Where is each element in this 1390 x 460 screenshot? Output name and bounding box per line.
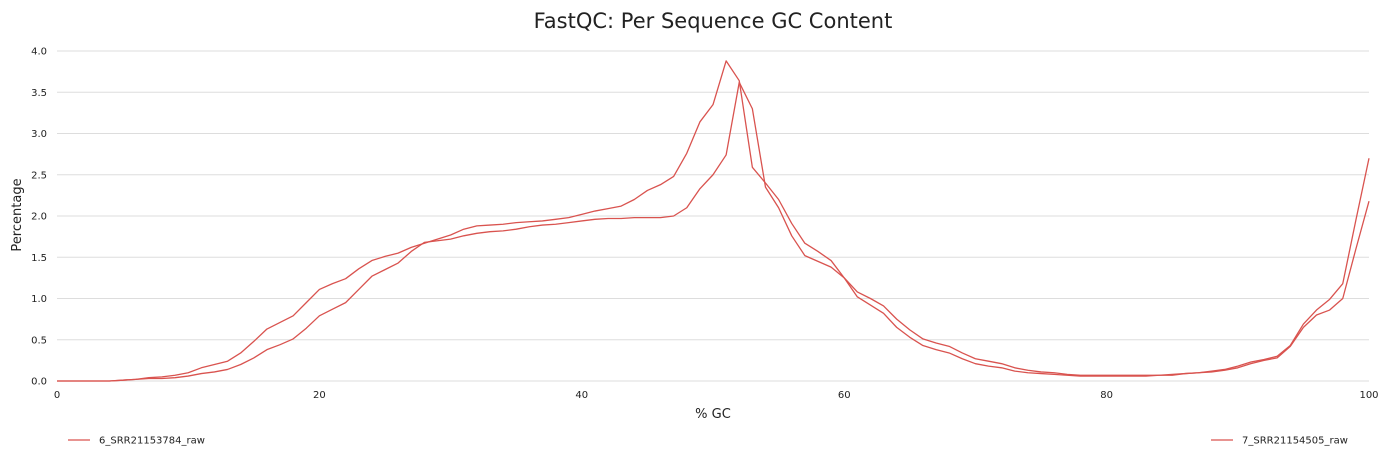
y-tick-label: 0.0 [31,377,47,388]
legend-label: 6_SRR21153784_raw [99,436,205,447]
y-tick-label: 4.0 [31,47,47,58]
y-tick-label: 1.0 [31,294,47,305]
y-tick-label: 0.5 [31,335,47,346]
series-line-1 [57,81,1370,382]
x-tick-label: 0 [54,390,60,401]
x-axis-label: % GC [695,407,731,422]
y-tick-label: 3.5 [31,88,47,99]
legend-label: 7_SRR21154505_raw [1242,436,1348,447]
x-tick-label: 20 [313,390,326,401]
x-tick-label: 40 [575,390,588,401]
y-tick-label: 2.0 [31,212,47,223]
y-tick-label: 1.5 [31,253,47,264]
x-tick-label: 80 [1100,390,1113,401]
x-axis-ticks: 0 20 40 60 80 100 [54,390,1379,401]
y-tick-label: 3.0 [31,129,47,140]
y-tick-label: 2.5 [31,170,47,181]
x-tick-label: 60 [838,390,851,401]
series-lines [57,60,1370,382]
y-axis-ticks: 0.0 0.5 1.0 1.5 2.0 2.5 3.0 3.5 4.0 [31,47,47,388]
y-axis-label: Percentage [10,178,25,251]
x-tick-label: 100 [1359,390,1378,401]
legend: 6_SRR21153784_raw 7_SRR21154505_raw [68,436,1348,447]
gridlines [57,50,1369,382]
series-line-2 [57,60,1370,382]
chart-title: FastQC: Per Sequence GC Content [534,9,893,33]
